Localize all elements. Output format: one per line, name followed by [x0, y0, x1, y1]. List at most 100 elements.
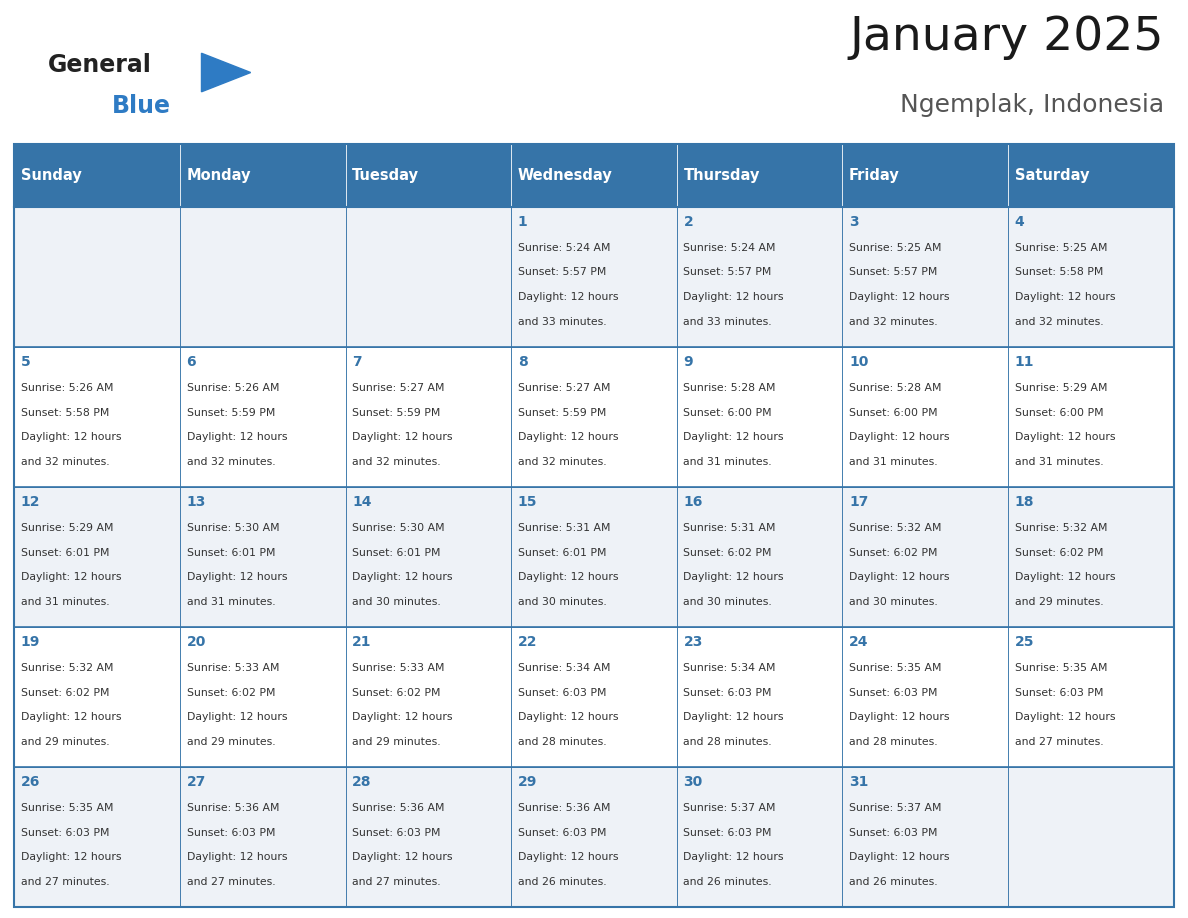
- Text: Daylight: 12 hours: Daylight: 12 hours: [1015, 572, 1116, 582]
- Text: 18: 18: [1015, 495, 1035, 509]
- Text: Sunrise: 5:32 AM: Sunrise: 5:32 AM: [849, 523, 942, 533]
- Polygon shape: [202, 53, 251, 92]
- Text: Daylight: 12 hours: Daylight: 12 hours: [187, 572, 287, 582]
- Text: and 29 minutes.: and 29 minutes.: [352, 737, 441, 746]
- Text: Sunrise: 5:37 AM: Sunrise: 5:37 AM: [683, 803, 776, 813]
- Bar: [842, 487, 1009, 627]
- Bar: [346, 144, 511, 207]
- Text: Daylight: 12 hours: Daylight: 12 hours: [683, 572, 784, 582]
- Text: Sunrise: 5:35 AM: Sunrise: 5:35 AM: [1015, 663, 1107, 673]
- Text: and 29 minutes.: and 29 minutes.: [21, 737, 109, 746]
- Text: Daylight: 12 hours: Daylight: 12 hours: [187, 432, 287, 442]
- Text: Sunset: 6:01 PM: Sunset: 6:01 PM: [518, 548, 606, 557]
- Text: Daylight: 12 hours: Daylight: 12 hours: [518, 292, 618, 302]
- Text: and 29 minutes.: and 29 minutes.: [187, 737, 276, 746]
- Text: Sunset: 6:03 PM: Sunset: 6:03 PM: [352, 828, 441, 838]
- Text: Sunrise: 5:30 AM: Sunrise: 5:30 AM: [187, 523, 279, 533]
- Text: Sunset: 6:03 PM: Sunset: 6:03 PM: [849, 688, 937, 698]
- Text: Sunrise: 5:36 AM: Sunrise: 5:36 AM: [187, 803, 279, 813]
- Text: 30: 30: [683, 776, 702, 789]
- Text: Daylight: 12 hours: Daylight: 12 hours: [21, 712, 121, 722]
- Text: 27: 27: [187, 776, 206, 789]
- Text: 1: 1: [518, 215, 527, 229]
- Text: 14: 14: [352, 495, 372, 509]
- Text: Sunset: 6:01 PM: Sunset: 6:01 PM: [21, 548, 109, 557]
- Text: Tuesday: Tuesday: [352, 168, 419, 183]
- Text: 12: 12: [21, 495, 40, 509]
- Bar: [1009, 627, 1174, 767]
- Text: and 27 minutes.: and 27 minutes.: [21, 877, 109, 887]
- Text: and 30 minutes.: and 30 minutes.: [518, 597, 607, 607]
- Text: 26: 26: [21, 776, 40, 789]
- Text: and 31 minutes.: and 31 minutes.: [683, 456, 772, 466]
- Bar: [14, 767, 179, 907]
- Text: Daylight: 12 hours: Daylight: 12 hours: [352, 852, 453, 862]
- Text: Daylight: 12 hours: Daylight: 12 hours: [518, 432, 618, 442]
- Text: Sunset: 6:01 PM: Sunset: 6:01 PM: [187, 548, 276, 557]
- Bar: [1009, 487, 1174, 627]
- Text: Sunrise: 5:35 AM: Sunrise: 5:35 AM: [849, 663, 942, 673]
- Text: 20: 20: [187, 635, 206, 649]
- Text: 10: 10: [849, 355, 868, 369]
- Bar: [511, 767, 677, 907]
- Text: Sunset: 6:02 PM: Sunset: 6:02 PM: [21, 688, 109, 698]
- Text: and 33 minutes.: and 33 minutes.: [683, 317, 772, 327]
- Bar: [14, 347, 179, 487]
- Bar: [346, 207, 511, 347]
- Text: and 26 minutes.: and 26 minutes.: [683, 877, 772, 887]
- Text: Sunrise: 5:26 AM: Sunrise: 5:26 AM: [187, 383, 279, 393]
- Text: Sunrise: 5:27 AM: Sunrise: 5:27 AM: [352, 383, 444, 393]
- Text: 3: 3: [849, 215, 859, 229]
- Text: 28: 28: [352, 776, 372, 789]
- Text: Daylight: 12 hours: Daylight: 12 hours: [1015, 432, 1116, 442]
- Text: 13: 13: [187, 495, 206, 509]
- Text: Sunrise: 5:34 AM: Sunrise: 5:34 AM: [683, 663, 776, 673]
- Text: Sunrise: 5:25 AM: Sunrise: 5:25 AM: [1015, 243, 1107, 253]
- Text: Sunrise: 5:34 AM: Sunrise: 5:34 AM: [518, 663, 611, 673]
- Text: and 33 minutes.: and 33 minutes.: [518, 317, 606, 327]
- Text: and 27 minutes.: and 27 minutes.: [352, 877, 441, 887]
- Text: Sunday: Sunday: [21, 168, 82, 183]
- Text: and 31 minutes.: and 31 minutes.: [849, 456, 937, 466]
- Text: and 28 minutes.: and 28 minutes.: [683, 737, 772, 746]
- Text: Sunset: 6:03 PM: Sunset: 6:03 PM: [21, 828, 109, 838]
- Text: Ngemplak, Indonesia: Ngemplak, Indonesia: [901, 93, 1164, 117]
- Text: Sunset: 6:03 PM: Sunset: 6:03 PM: [518, 688, 606, 698]
- Text: 7: 7: [352, 355, 362, 369]
- Text: 23: 23: [683, 635, 703, 649]
- Text: Sunset: 5:59 PM: Sunset: 5:59 PM: [187, 408, 274, 418]
- Bar: [677, 347, 842, 487]
- Bar: [14, 207, 179, 347]
- Bar: [179, 627, 346, 767]
- Text: 22: 22: [518, 635, 537, 649]
- Text: 5: 5: [21, 355, 31, 369]
- Text: and 32 minutes.: and 32 minutes.: [1015, 317, 1104, 327]
- Bar: [511, 487, 677, 627]
- Text: Sunrise: 5:28 AM: Sunrise: 5:28 AM: [849, 383, 942, 393]
- Text: Sunset: 5:58 PM: Sunset: 5:58 PM: [21, 408, 109, 418]
- Text: and 28 minutes.: and 28 minutes.: [849, 737, 937, 746]
- Text: Daylight: 12 hours: Daylight: 12 hours: [21, 432, 121, 442]
- Bar: [179, 487, 346, 627]
- Text: 17: 17: [849, 495, 868, 509]
- Text: Sunrise: 5:29 AM: Sunrise: 5:29 AM: [1015, 383, 1107, 393]
- Text: Sunrise: 5:36 AM: Sunrise: 5:36 AM: [518, 803, 611, 813]
- Text: Sunrise: 5:33 AM: Sunrise: 5:33 AM: [352, 663, 444, 673]
- Text: General: General: [48, 53, 151, 77]
- Text: Sunset: 6:00 PM: Sunset: 6:00 PM: [1015, 408, 1104, 418]
- Text: Sunrise: 5:33 AM: Sunrise: 5:33 AM: [187, 663, 279, 673]
- Bar: [677, 627, 842, 767]
- Text: Sunset: 6:03 PM: Sunset: 6:03 PM: [849, 828, 937, 838]
- Bar: [842, 767, 1009, 907]
- Text: Sunset: 6:00 PM: Sunset: 6:00 PM: [683, 408, 772, 418]
- Text: Sunset: 6:02 PM: Sunset: 6:02 PM: [352, 688, 441, 698]
- Text: January 2025: January 2025: [849, 15, 1164, 61]
- Text: and 26 minutes.: and 26 minutes.: [518, 877, 606, 887]
- Text: 25: 25: [1015, 635, 1035, 649]
- Text: Sunset: 6:03 PM: Sunset: 6:03 PM: [1015, 688, 1104, 698]
- Bar: [14, 144, 179, 207]
- Text: Saturday: Saturday: [1015, 168, 1089, 183]
- Text: Sunrise: 5:32 AM: Sunrise: 5:32 AM: [21, 663, 113, 673]
- Text: Daylight: 12 hours: Daylight: 12 hours: [849, 292, 949, 302]
- Bar: [346, 487, 511, 627]
